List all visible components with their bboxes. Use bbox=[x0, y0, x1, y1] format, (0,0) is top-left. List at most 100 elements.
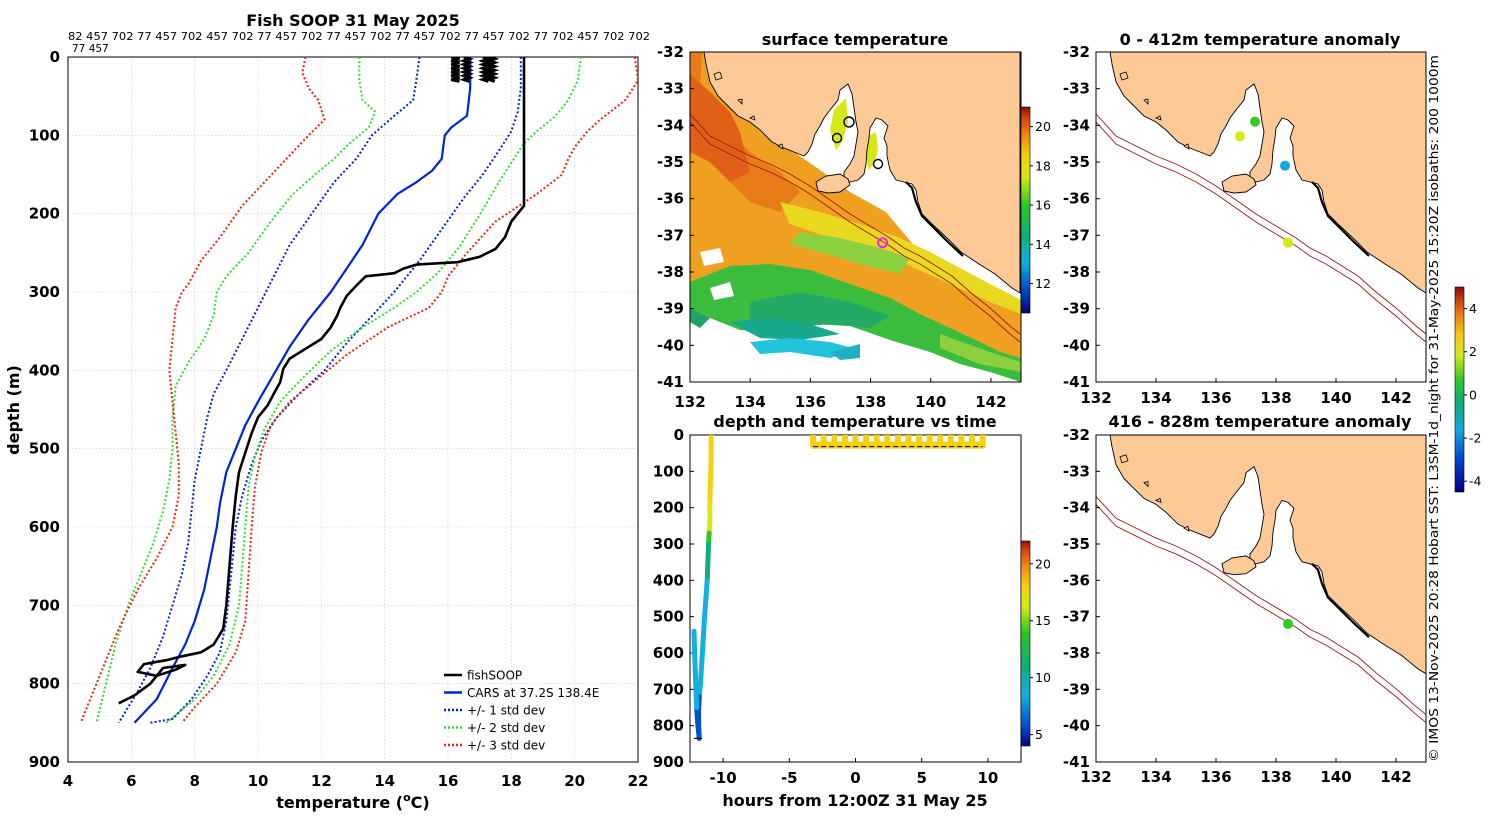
colorbar-tick-label: 0 bbox=[1469, 387, 1477, 402]
map-ytick-label: -33 bbox=[1063, 80, 1090, 98]
map-xtick-label: 134 bbox=[1140, 768, 1171, 786]
colorbar-tick-label: 10 bbox=[1035, 670, 1051, 685]
profile-ytick-label: 100 bbox=[29, 126, 60, 144]
map-xtick-label: 136 bbox=[795, 393, 826, 411]
anomaly-point bbox=[1235, 131, 1245, 142]
profile-ytick-label: 300 bbox=[29, 283, 60, 301]
map-ytick-label: -36 bbox=[1063, 571, 1090, 589]
dt-ascent-segment bbox=[691, 628, 698, 656]
dt-xtick-label: -5 bbox=[781, 769, 798, 787]
legend-label-4: +/- 3 std dev bbox=[467, 739, 545, 753]
dt-descent-segment bbox=[700, 614, 708, 641]
profile-series-cars bbox=[133, 57, 472, 724]
profile-series-fishSOOP-surface bbox=[450, 57, 460, 83]
map-xtick-label: 136 bbox=[1200, 768, 1231, 786]
a2-axes-frame bbox=[1095, 434, 1427, 763]
dt-xtick-label: 0 bbox=[850, 769, 860, 787]
map-ytick-label: -33 bbox=[1063, 462, 1090, 480]
map-ytick-label: -32 bbox=[1063, 426, 1090, 444]
anomaly-point bbox=[1283, 618, 1293, 629]
dt-descent-segment bbox=[703, 577, 710, 601]
dt-xtick-label: 5 bbox=[916, 769, 926, 787]
profile-series-sd2_warm bbox=[165, 57, 582, 724]
dt-ytick-label: 700 bbox=[653, 680, 684, 698]
dt-ytick-label: 100 bbox=[653, 462, 684, 480]
profile-ytick-label: 800 bbox=[29, 675, 60, 693]
profile-legend: fishSOOP CARS at 37.2S 138.4E +/- 1 std de… bbox=[444, 669, 599, 753]
profile-xtick-label: 14 bbox=[374, 772, 395, 790]
map-ytick-label: -40 bbox=[1063, 717, 1090, 735]
dt-xtick-label: -10 bbox=[710, 769, 737, 787]
map-xtick-label: 140 bbox=[1320, 389, 1351, 407]
colorbar-tick-label: 12 bbox=[1035, 276, 1051, 291]
dt-axes-frame bbox=[689, 434, 1022, 763]
map-ytick-label: -34 bbox=[1063, 116, 1090, 134]
profile-ytick-label: 600 bbox=[29, 518, 60, 536]
profile-series-sd1_warm bbox=[150, 57, 522, 724]
profile-ytick-label: 900 bbox=[29, 753, 60, 771]
map-ytick-label: -39 bbox=[657, 300, 684, 318]
map-xtick-label: 134 bbox=[1140, 389, 1171, 407]
map-ytick-label: -39 bbox=[1063, 680, 1090, 698]
profile-axes-frame bbox=[67, 56, 639, 763]
map-xtick-label: 132 bbox=[674, 393, 705, 411]
colorbar-tick-label: -4 bbox=[1469, 474, 1482, 489]
profile-ytick-label: 500 bbox=[29, 440, 60, 458]
anomaly-point bbox=[1250, 116, 1260, 127]
dt-ascent-segment bbox=[694, 705, 701, 729]
profile-xtick-label: 4 bbox=[63, 772, 73, 790]
profile-xtick-label: 22 bbox=[628, 772, 649, 790]
footer-credit: © IMOS 13-Nov-2025 20:28 Hobart SST: L3S… bbox=[1426, 55, 1441, 762]
profile-xtick-label: 16 bbox=[438, 772, 459, 790]
dt-descent-segment bbox=[708, 454, 714, 482]
dt-descent-segment bbox=[698, 657, 705, 685]
anomaly-point bbox=[1283, 237, 1293, 248]
sst-colorbar bbox=[1020, 106, 1031, 314]
map-ytick-label: -38 bbox=[1063, 644, 1090, 662]
map-ytick-label: -32 bbox=[1063, 43, 1090, 61]
dt-ytick-label: 500 bbox=[653, 608, 684, 626]
map-ytick-label: -34 bbox=[1063, 499, 1090, 517]
map-ytick-label: -37 bbox=[657, 226, 684, 244]
map-xtick-label: 142 bbox=[975, 393, 1006, 411]
profile-series-sd3_cool bbox=[79, 57, 326, 724]
sst-title: surface temperature bbox=[762, 30, 949, 49]
map-xtick-label: 132 bbox=[1080, 768, 1111, 786]
profile-series-fishSOOP bbox=[118, 57, 526, 705]
map-ytick-label: -34 bbox=[657, 116, 684, 134]
dt-xtick-label: 10 bbox=[977, 769, 998, 787]
dt-ytick-label: 300 bbox=[653, 535, 684, 553]
profile-xtick-label: 18 bbox=[501, 772, 522, 790]
dt-xlabel: hours from 12:00Z 31 May 25 bbox=[722, 791, 987, 810]
map-xtick-label: 136 bbox=[1200, 389, 1231, 407]
colorbar-tick-label: -2 bbox=[1469, 431, 1481, 446]
dt-ytick-label: 200 bbox=[653, 499, 684, 517]
map-ytick-label: -32 bbox=[657, 43, 684, 61]
profile-ytick-label: 0 bbox=[50, 48, 60, 66]
anomaly-colorbar bbox=[1454, 286, 1465, 493]
dt-ytick-label: 0 bbox=[674, 426, 684, 444]
map-ytick-label: -38 bbox=[1063, 263, 1090, 281]
profile-title: Fish SOOP 31 May 2025 bbox=[246, 11, 460, 30]
dt-ytick-label: 600 bbox=[653, 644, 684, 662]
profile-series-fishSOOP-surface bbox=[478, 57, 494, 83]
dt-ytick-label: 400 bbox=[653, 571, 684, 589]
dt-ascent-segment bbox=[693, 686, 700, 710]
dt-descent-segment bbox=[699, 635, 706, 663]
anomaly-map-deep: 416 - 828m temperature anomaly 132 134 136… bbox=[1063, 286, 1482, 786]
anomaly-map-shallow: 0 - 412m temperature anomaly 132 134 136 13… bbox=[1063, 30, 1427, 407]
colorbar-tick-label: 20 bbox=[1035, 119, 1051, 134]
legend-label-2: +/- 1 std dev bbox=[467, 704, 545, 718]
colorbar-tick-label: 16 bbox=[1035, 198, 1051, 213]
map-ytick-label: -33 bbox=[657, 80, 684, 98]
map-xtick-label: 138 bbox=[855, 393, 886, 411]
dt-ytick-label: 800 bbox=[653, 717, 684, 735]
profile-top-annotation: 82 457 702 77 457 702 457 702 77 457 702… bbox=[68, 31, 650, 43]
dt-descent-segment bbox=[707, 476, 714, 507]
profile-xtick-label: 8 bbox=[189, 772, 199, 790]
dt-ascent-segment bbox=[692, 668, 699, 692]
profile-series-sd3_warm bbox=[181, 57, 638, 724]
colorbar-tick-label: 20 bbox=[1035, 556, 1051, 571]
legend-label-3: +/- 2 std dev bbox=[467, 721, 545, 735]
